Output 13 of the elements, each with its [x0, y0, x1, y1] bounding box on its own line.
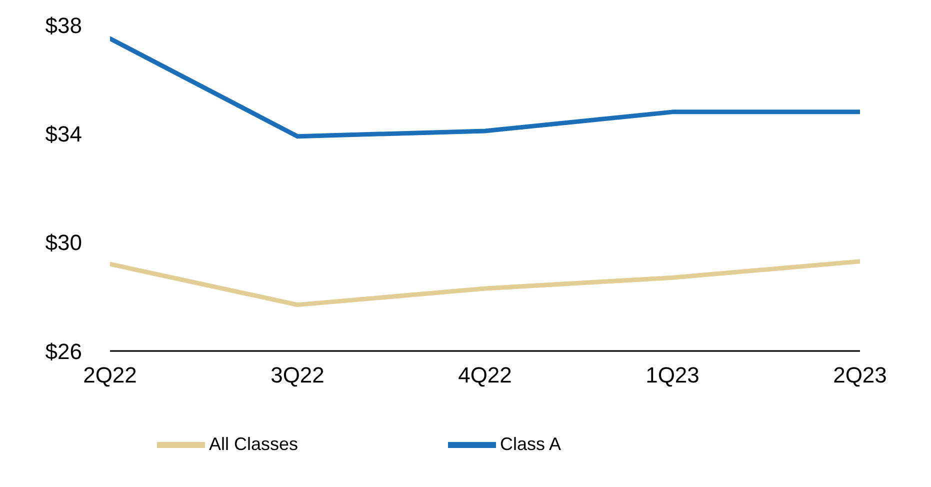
x-tick-label: 2Q23 — [833, 362, 887, 388]
x-tick-label: 3Q22 — [270, 362, 324, 388]
legend-label: All Classes — [208, 434, 298, 454]
x-tick-label: 4Q22 — [458, 362, 512, 388]
x-tick-label: 2Q22 — [83, 362, 137, 388]
x-tick-label: 1Q23 — [646, 362, 700, 388]
line-series — [110, 259, 860, 308]
line-series — [110, 36, 860, 139]
legend-label: Class A — [500, 434, 562, 454]
y-tick-label: $34 — [45, 121, 82, 146]
y-tick-label: $30 — [45, 230, 82, 256]
y-tick-label: $26 — [45, 338, 82, 364]
y-tick-label: $38 — [45, 12, 82, 38]
